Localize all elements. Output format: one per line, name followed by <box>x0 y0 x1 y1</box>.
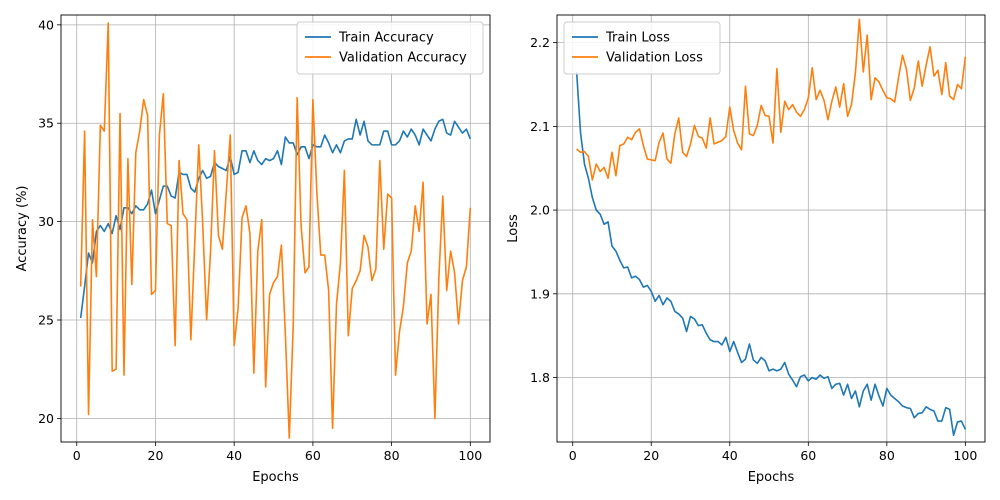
x-tick-label: 20 <box>643 448 659 463</box>
x-tick-label: 80 <box>384 448 400 463</box>
x-tick-label: 20 <box>148 448 164 463</box>
x-axis-label: Epochs <box>748 470 795 485</box>
series-line-train-loss <box>575 71 967 437</box>
legend-box <box>296 21 484 75</box>
x-tick-label: 0 <box>569 448 577 463</box>
x-tick-label: 80 <box>879 448 895 463</box>
y-tick-label: 2.2 <box>530 35 550 50</box>
legend-label: Train Accuracy <box>338 31 434 46</box>
x-tick-label: 0 <box>73 448 81 463</box>
y-tick-label: 25 <box>38 313 54 328</box>
x-tick-label: 40 <box>722 448 738 463</box>
y-tick-label: 1.8 <box>530 370 550 385</box>
legend-label: Validation Accuracy <box>339 51 467 66</box>
x-tick-label: 100 <box>458 448 482 463</box>
x-tick-label: 60 <box>305 448 321 463</box>
x-tick-label: 60 <box>800 448 816 463</box>
plot-frame <box>556 14 986 443</box>
grid <box>61 15 490 442</box>
legend-label: Train Loss <box>605 31 670 46</box>
series-line-validation-accuracy <box>79 22 472 439</box>
y-tick-label: 2.1 <box>530 119 550 134</box>
legend-box <box>563 21 721 75</box>
series-line-train-accuracy <box>79 118 472 319</box>
y-tick-label: 40 <box>38 17 54 32</box>
legend: Train Loss Validation Loss <box>563 21 721 75</box>
loss-chart: Epochs Loss 0 20 40 60 80 100 1.8 1.9 2.0 2.1 2.2 T… <box>506 14 986 485</box>
legend: Train Accuracy Validation Accuracy <box>296 21 484 75</box>
y-tick-label: 30 <box>38 214 54 229</box>
legend-label: Validation Loss <box>606 51 703 66</box>
y-tick-label: 2.0 <box>530 203 550 218</box>
plot-frame <box>60 14 491 443</box>
y-tick-label: 1.9 <box>530 286 550 301</box>
x-tick-label: 100 <box>953 448 977 463</box>
x-axis-label: Epochs <box>252 470 299 485</box>
y-axis-label: Accuracy (%) <box>15 186 30 272</box>
accuracy-chart: Epochs Accuracy (%) 0 20 40 60 80 100 20 25 30 35… <box>15 14 491 485</box>
y-tick-label: 20 <box>38 411 54 426</box>
series-line-validation-loss <box>576 18 967 181</box>
x-tick-label: 40 <box>226 448 242 463</box>
y-axis-label: Loss <box>506 214 521 243</box>
y-tick-label: 35 <box>38 116 54 131</box>
